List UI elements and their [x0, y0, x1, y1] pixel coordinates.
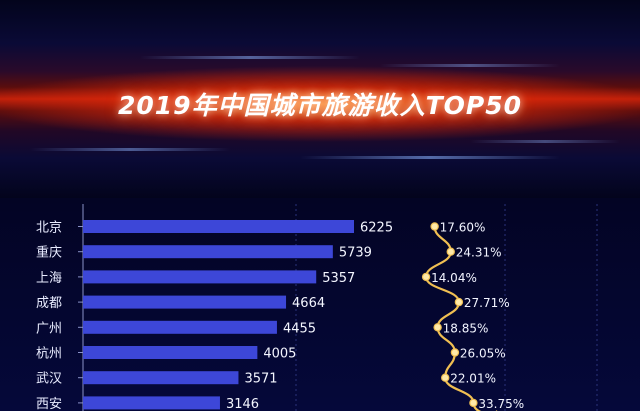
light-streak — [470, 140, 620, 143]
category-label: 杭州 — [36, 347, 62, 362]
bar — [83, 245, 333, 259]
percent-label: 26.05% — [460, 347, 506, 361]
bar — [83, 320, 277, 334]
labels: 北京 6225 重庆 5739 上海 5357 成都 4664 广州 4455 杭州 4005 武汉 35… — [36, 221, 524, 411]
percent-label: 27.71% — [464, 296, 510, 310]
percent-point — [446, 247, 455, 256]
percent-label: 14.04% — [431, 271, 477, 285]
percent-point — [433, 323, 442, 332]
percent-point — [454, 297, 464, 307]
percent-label: 33.75% — [478, 397, 524, 411]
bar — [83, 220, 354, 233]
title-banner: 2019年中国城市旅游收入TOP50 — [0, 0, 640, 198]
bar — [83, 270, 317, 284]
category-label: 西安 — [36, 397, 62, 411]
percent-point — [430, 222, 439, 231]
bar-value-label: 5739 — [339, 246, 372, 261]
bar — [83, 371, 239, 385]
category-label: 重庆 — [36, 245, 62, 261]
light-streak — [140, 56, 360, 59]
bar-value-label: 4455 — [283, 321, 316, 336]
category-label: 成都 — [36, 296, 62, 311]
bar — [83, 295, 287, 309]
percent-label: 22.01% — [450, 372, 496, 386]
light-streak — [300, 156, 560, 159]
percent-point — [441, 373, 450, 382]
percent-point — [421, 272, 431, 282]
bar-value-label: 4664 — [292, 296, 325, 311]
category-label: 上海 — [36, 271, 62, 286]
percent-label: 24.31% — [456, 246, 502, 260]
percent-point — [469, 398, 478, 408]
category-label: 武汉 — [36, 372, 62, 387]
light-streak — [380, 64, 560, 67]
bar — [83, 346, 258, 359]
percent-line — [421, 222, 498, 411]
bar-value-label: 6225 — [360, 221, 393, 236]
bar — [83, 396, 220, 410]
category-label: 北京 — [36, 221, 62, 236]
light-streak — [30, 148, 230, 151]
chart-area: 北京 6225 重庆 5739 上海 5357 成都 4664 广州 4455 杭州 4005 武汉 35… — [0, 198, 640, 411]
chart-title: 2019年中国城市旅游收入TOP50 — [118, 91, 522, 120]
percent-label: 18.85% — [443, 321, 489, 335]
category-label: 广州 — [36, 321, 62, 336]
bar-value-label: 3146 — [226, 397, 259, 411]
bars — [83, 220, 354, 410]
bar-line-chart: 北京 6225 重庆 5739 上海 5357 成都 4664 广州 4455 杭州 4005 武汉 35… — [36, 204, 598, 411]
bar-value-label: 4005 — [263, 347, 296, 362]
bar-value-label: 3571 — [244, 372, 277, 387]
percent-label: 17.60% — [440, 221, 486, 235]
percent-point — [450, 348, 460, 357]
bar-value-label: 5357 — [322, 271, 355, 286]
